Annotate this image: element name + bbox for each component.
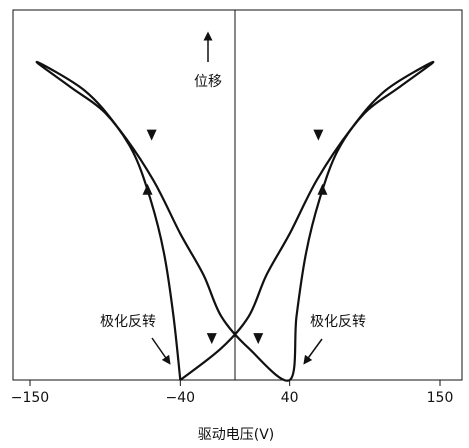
x-tick-label: −40 [166, 390, 196, 406]
x-axis-label: 驱动电压(V) [198, 427, 275, 443]
direction-arrowhead [313, 129, 324, 141]
annotation-right-arrow [303, 338, 323, 365]
direction-arrowhead [317, 183, 328, 195]
series-line [35, 60, 435, 382]
x-tick-label: −150 [11, 390, 49, 406]
direction-arrows [142, 129, 328, 345]
direction-arrowhead [142, 183, 153, 195]
x-ticks: −150 −40 40 150 [11, 380, 454, 406]
annotation-left-text: 极化反转 [100, 314, 156, 330]
y-axis-label: 位移 [194, 74, 222, 90]
displacement-curve [35, 60, 435, 382]
annotation-right: 极化反转 [303, 314, 366, 365]
direction-arrowhead [146, 129, 157, 141]
annotation-left: 极化反转 [100, 314, 171, 365]
direction-arrowhead [206, 333, 217, 345]
y-axis-indicator: 位移 [194, 31, 222, 90]
annotation-right-text: 极化反转 [310, 314, 366, 330]
plot-frame [12, 9, 463, 381]
x-tick-label: 150 [427, 390, 454, 406]
direction-arrowhead [253, 333, 264, 345]
annotation-left-arrow [151, 337, 171, 365]
x-tick-label: 40 [281, 390, 299, 406]
